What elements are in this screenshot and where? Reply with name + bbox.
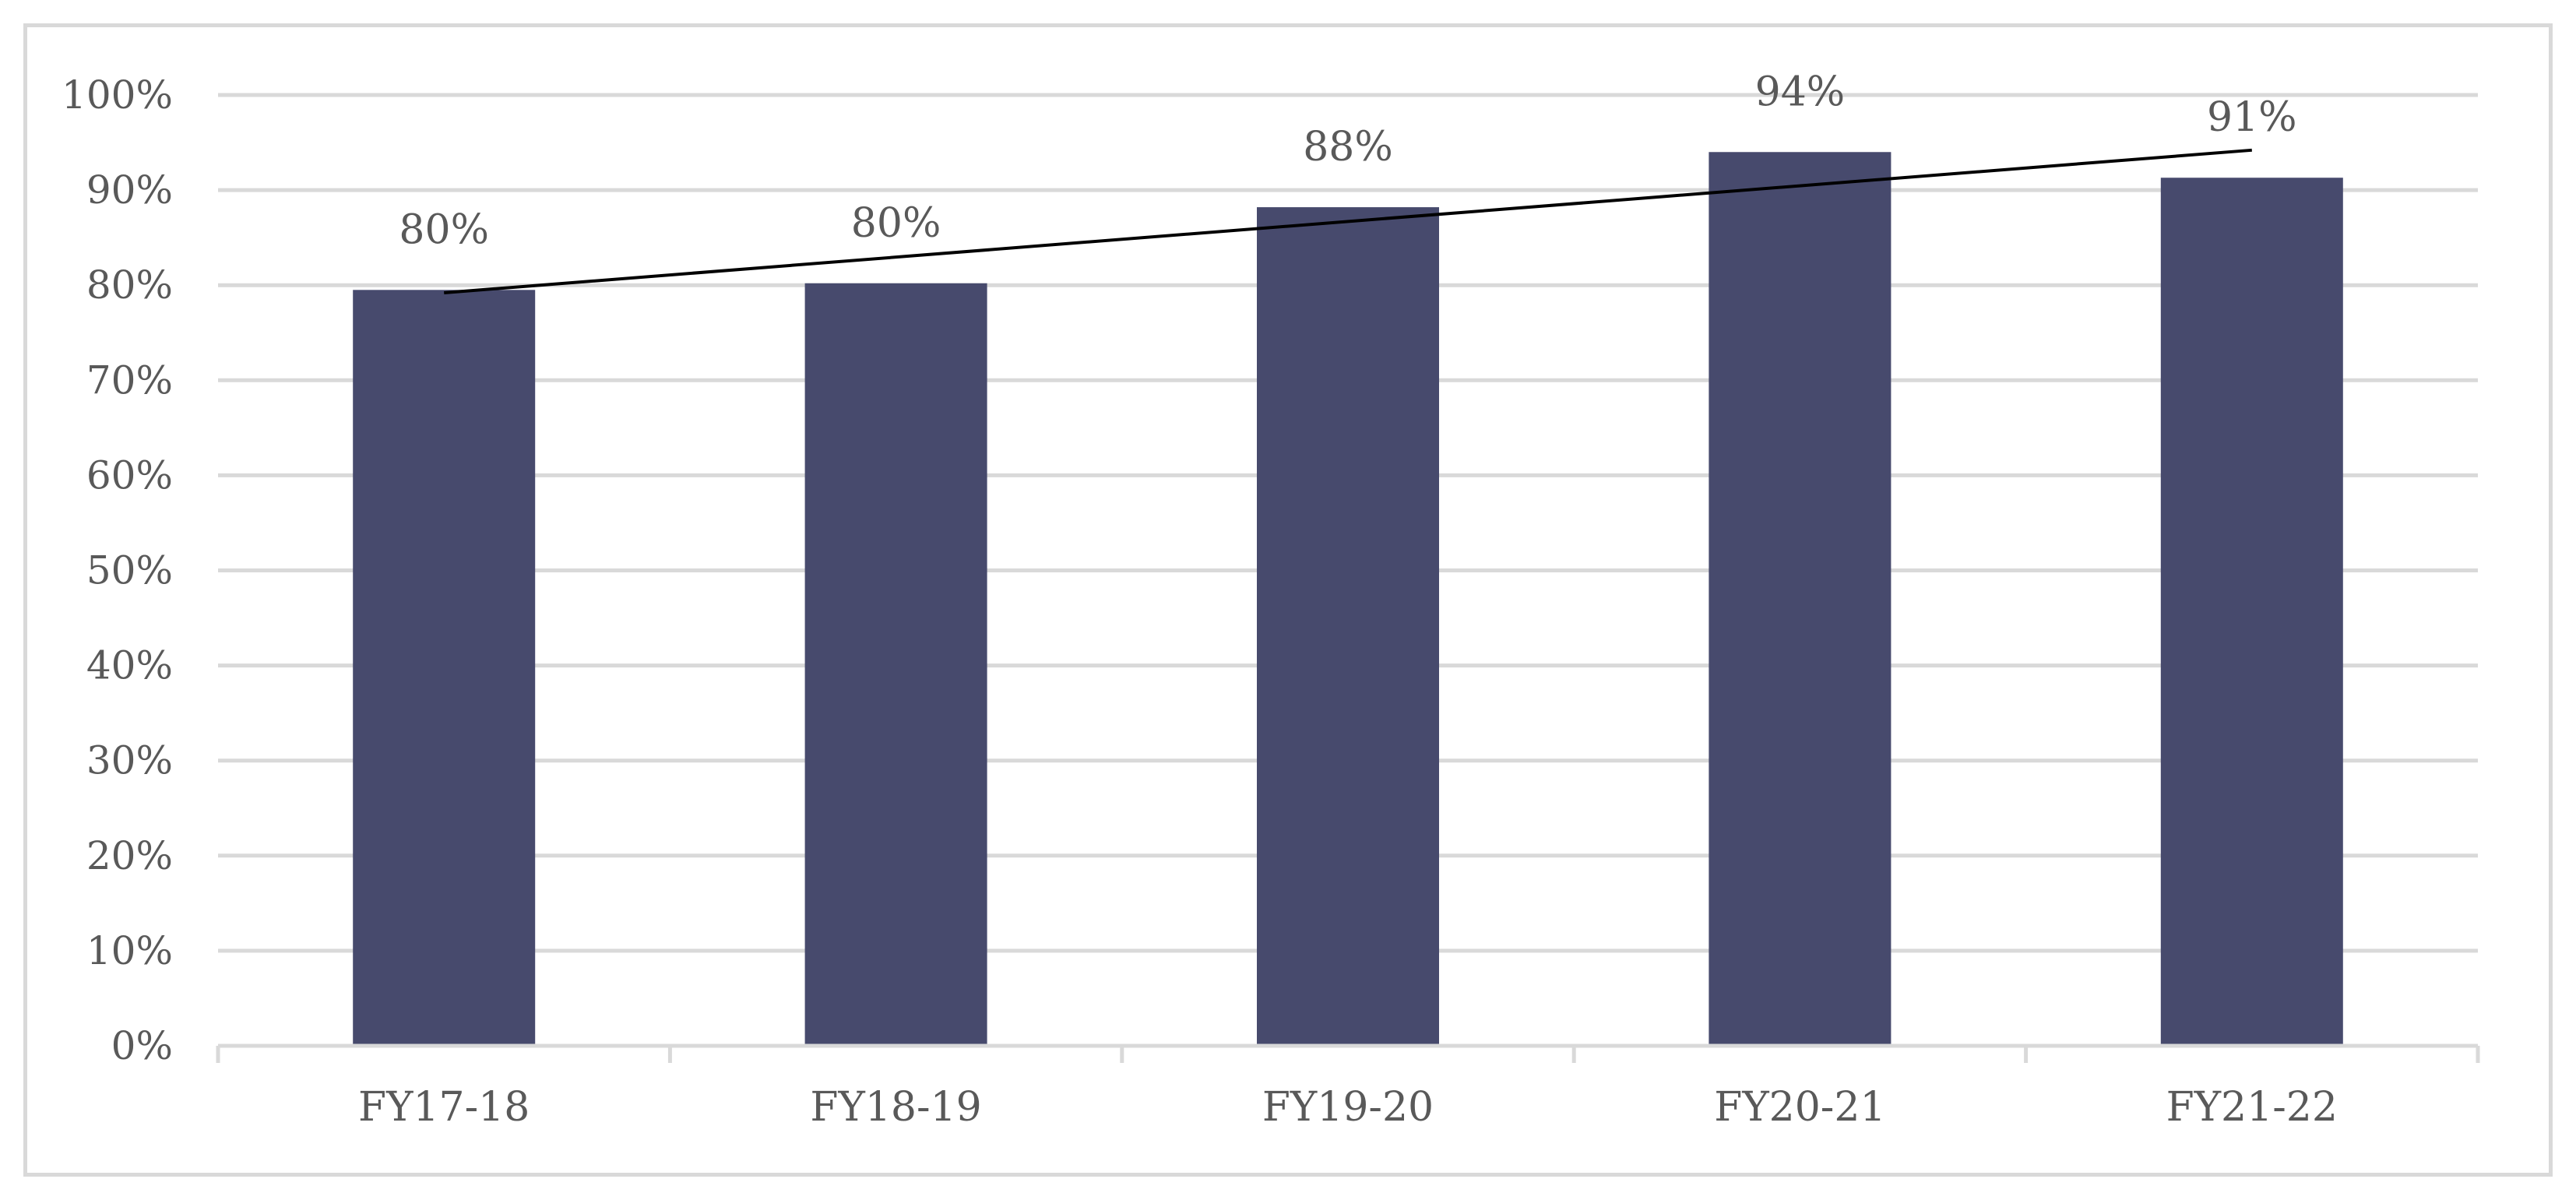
bar-fy19-20	[1257, 207, 1439, 1046]
x-category-label: FY21-22	[2166, 1084, 2338, 1131]
y-tick-label: 70%	[86, 357, 173, 403]
y-tick-label: 50%	[86, 548, 173, 593]
data-label: 80%	[399, 206, 489, 253]
data-label: 88%	[1303, 124, 1393, 171]
y-tick-label: 0%	[111, 1023, 173, 1068]
y-tick-label: 20%	[86, 833, 173, 878]
gridlines	[218, 93, 2478, 953]
bar-fy18-19	[804, 283, 987, 1046]
bar-fy17-18	[353, 290, 536, 1046]
y-tick-label: 10%	[86, 928, 173, 973]
x-category-label: FY19-20	[1262, 1084, 1434, 1131]
x-category-label: FY20-21	[1714, 1084, 1885, 1131]
data-label: 80%	[851, 200, 941, 247]
y-tick-label: 30%	[86, 738, 173, 783]
data-labels: 80% 80% 88% 94% 91%	[399, 69, 2296, 253]
y-tick-label: 90%	[86, 167, 173, 213]
data-label: 94%	[1755, 69, 1846, 115]
y-axis-tick-labels: 0% 10% 20% 30% 40% 50% 60% 70% 80% 90% 100%	[62, 72, 173, 1068]
y-tick-label: 40%	[86, 643, 173, 688]
bar-fy21-22	[2160, 178, 2343, 1046]
x-category-label: FY17-18	[358, 1084, 530, 1131]
y-tick-label: 60%	[86, 452, 173, 498]
trendline-group	[444, 148, 2252, 294]
x-category-label: FY18-19	[810, 1084, 981, 1131]
y-tick-label: 100%	[62, 72, 173, 118]
trendline	[444, 148, 2252, 294]
data-label: 91%	[2207, 94, 2297, 141]
y-tick-label: 80%	[86, 262, 173, 308]
bars	[353, 152, 2343, 1046]
bar-fy20-21	[1709, 152, 1892, 1046]
x-axis: FY17-18 FY18-19 FY19-20 FY20-21 FY21-22	[216, 1043, 2480, 1131]
